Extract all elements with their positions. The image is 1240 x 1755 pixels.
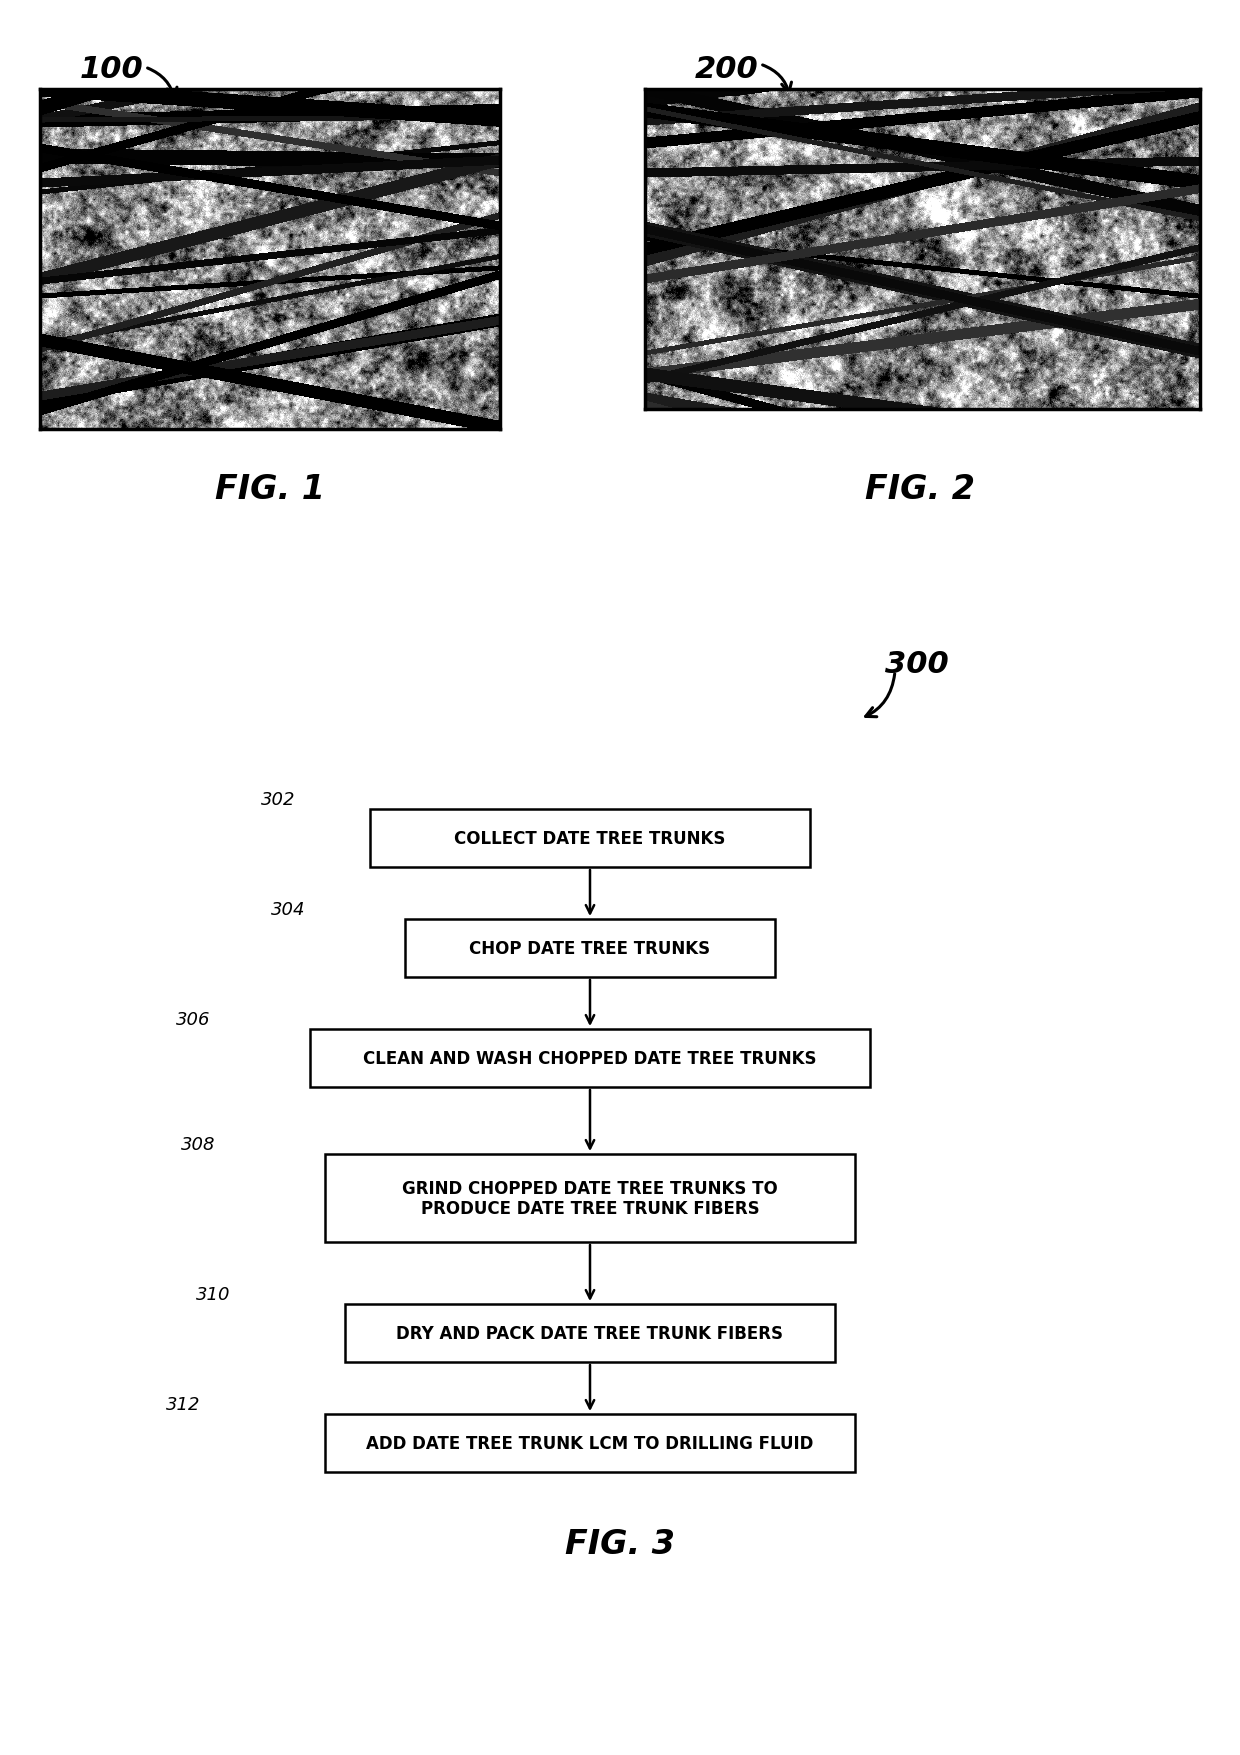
Text: FIG. 3: FIG. 3 <box>565 1527 675 1560</box>
Text: 304: 304 <box>270 900 305 918</box>
FancyBboxPatch shape <box>310 1030 870 1088</box>
FancyBboxPatch shape <box>345 1304 835 1362</box>
FancyBboxPatch shape <box>325 1415 856 1472</box>
Text: FIG. 1: FIG. 1 <box>215 474 325 505</box>
Text: 310: 310 <box>196 1285 229 1304</box>
Text: FIG. 2: FIG. 2 <box>866 474 975 505</box>
Text: ADD DATE TREE TRUNK LCM TO DRILLING FLUID: ADD DATE TREE TRUNK LCM TO DRILLING FLUI… <box>366 1434 813 1451</box>
Text: 302: 302 <box>260 790 295 809</box>
Text: CHOP DATE TREE TRUNKS: CHOP DATE TREE TRUNKS <box>470 939 711 958</box>
FancyBboxPatch shape <box>405 920 775 978</box>
FancyBboxPatch shape <box>370 809 810 867</box>
Text: 200: 200 <box>694 54 759 84</box>
Text: 306: 306 <box>176 1011 210 1028</box>
Text: DRY AND PACK DATE TREE TRUNK FIBERS: DRY AND PACK DATE TREE TRUNK FIBERS <box>397 1325 784 1343</box>
FancyBboxPatch shape <box>325 1155 856 1243</box>
Text: GRIND CHOPPED DATE TREE TRUNKS TO
PRODUCE DATE TREE TRUNK FIBERS: GRIND CHOPPED DATE TREE TRUNKS TO PRODUC… <box>402 1179 777 1218</box>
Text: 308: 308 <box>181 1135 215 1153</box>
Text: 312: 312 <box>165 1395 200 1413</box>
Text: 100: 100 <box>81 54 144 84</box>
Text: 300: 300 <box>885 649 949 679</box>
Text: CLEAN AND WASH CHOPPED DATE TREE TRUNKS: CLEAN AND WASH CHOPPED DATE TREE TRUNKS <box>363 1049 817 1067</box>
Text: COLLECT DATE TREE TRUNKS: COLLECT DATE TREE TRUNKS <box>454 830 725 848</box>
